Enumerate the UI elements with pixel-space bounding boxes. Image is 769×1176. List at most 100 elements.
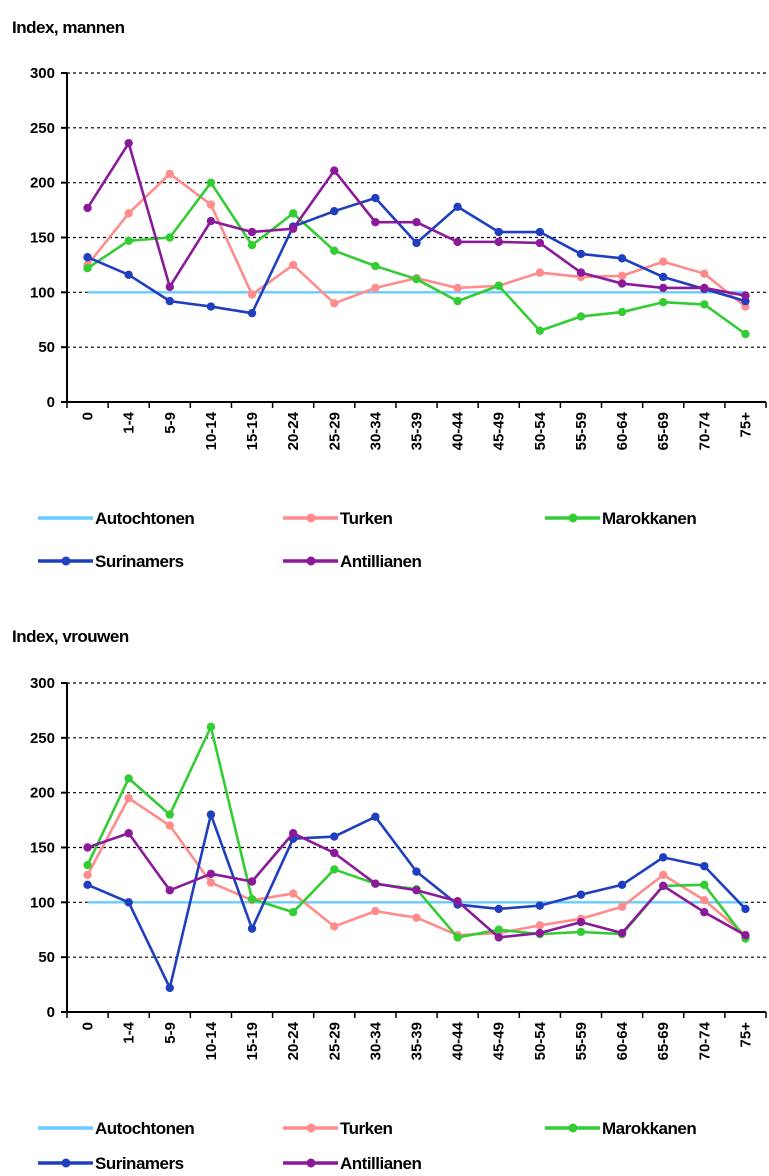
x-tick-label: 0 <box>80 412 97 420</box>
data-point-turken <box>617 271 627 281</box>
chart-title-vrouwen: Index, vrouwen <box>12 627 129 646</box>
y-tick-label: 150 <box>30 230 55 247</box>
x-tick-label: 70-74 <box>696 411 713 450</box>
data-point-marokkanen <box>700 300 709 309</box>
legend-label: Surinamers <box>95 1154 184 1173</box>
x-tick-label: 5-9 <box>162 412 179 434</box>
data-point-antillianen <box>535 238 545 248</box>
x-tick-label: 50-54 <box>532 411 549 450</box>
data-point-marokkanen <box>247 240 257 250</box>
y-tick-label: 150 <box>30 840 55 857</box>
legend-item-autochtonen: Autochtonen <box>38 509 195 528</box>
data-point-marokkanen <box>83 264 92 273</box>
data-point-turken <box>165 821 174 830</box>
legend-item-antillianen: Antillianen <box>283 1154 422 1173</box>
legend-marker <box>306 513 316 523</box>
x-tick-label: 30-34 <box>367 411 384 450</box>
data-point-marokkanen <box>412 274 421 284</box>
legend-item-surinamers: Surinamers <box>38 1154 184 1173</box>
data-point-antillianen <box>412 886 421 895</box>
legend-marker <box>306 1123 316 1133</box>
data-point-surinamers <box>576 890 586 899</box>
data-point-antillianen <box>453 897 462 906</box>
data-point-marokkanen <box>83 860 92 870</box>
data-point-turken <box>700 895 709 905</box>
data-point-marokkanen <box>288 209 298 218</box>
data-point-marokkanen <box>659 298 668 307</box>
legend-label: Marokkanen <box>602 1119 696 1138</box>
x-tick-label: 70-74 <box>696 1021 713 1060</box>
data-point-turken <box>535 268 545 277</box>
x-tick-label: 25-29 <box>326 412 343 450</box>
data-point-antillianen <box>83 843 92 852</box>
data-point-antillianen <box>576 917 586 927</box>
data-point-turken <box>83 870 92 880</box>
data-point-turken <box>288 889 298 898</box>
data-point-antillianen <box>412 217 421 227</box>
data-point-surinamers <box>659 853 668 862</box>
data-point-antillianen <box>453 237 462 247</box>
legend-label: Antillianen <box>340 1154 422 1173</box>
x-tick-label: 15-19 <box>244 412 261 450</box>
data-point-surinamers <box>412 238 421 248</box>
x-tick-label: 35-39 <box>409 1022 426 1060</box>
data-point-turken <box>617 902 627 911</box>
data-point-turken <box>206 878 216 887</box>
legend-marker <box>306 556 316 566</box>
data-point-antillianen <box>206 216 216 226</box>
data-point-antillianen <box>247 877 257 886</box>
data-point-antillianen <box>700 283 709 293</box>
legend-marker <box>61 1158 71 1168</box>
data-point-surinamers <box>247 924 257 933</box>
data-point-turken <box>330 299 339 308</box>
legend-item-surinamers: Surinamers <box>38 552 184 571</box>
data-point-turken <box>124 209 133 218</box>
data-point-turken <box>659 257 668 266</box>
x-tick-label: 75+ <box>737 1022 754 1048</box>
y-tick-label: 250 <box>30 730 55 747</box>
x-tick-label: 50-54 <box>532 1021 549 1060</box>
legend-item-autochtonen: Autochtonen <box>38 1119 195 1138</box>
data-point-turken <box>700 269 709 278</box>
x-tick-label: 30-34 <box>367 1021 384 1060</box>
legend-label: Surinamers <box>95 552 184 571</box>
data-point-turken <box>453 283 462 293</box>
data-point-antillianen <box>741 931 750 940</box>
data-point-surinamers <box>453 202 462 211</box>
data-point-surinamers <box>247 308 257 318</box>
x-tick-label: 1-4 <box>121 411 138 433</box>
y-tick-label: 0 <box>47 1004 55 1021</box>
data-point-turken <box>288 260 298 270</box>
legend-label: Autochtonen <box>95 509 194 528</box>
data-point-surinamers <box>741 904 750 914</box>
x-tick-label: 20-24 <box>285 1021 302 1060</box>
data-point-antillianen <box>206 869 216 879</box>
x-tick-label: 10-14 <box>203 411 220 450</box>
data-point-antillianen <box>494 237 503 247</box>
data-point-antillianen <box>330 166 339 175</box>
data-point-surinamers <box>659 272 668 282</box>
legend-label: Autochtonen <box>95 1119 194 1138</box>
legend-marker <box>61 556 71 566</box>
data-point-turken <box>371 906 380 916</box>
data-point-turken <box>124 793 133 803</box>
data-point-antillianen <box>83 203 92 213</box>
data-point-marokkanen <box>535 326 545 335</box>
legend-label: Turken <box>340 509 393 528</box>
legend-label: Antillianen <box>340 552 422 571</box>
data-point-antillianen <box>124 138 133 148</box>
data-point-marokkanen <box>494 925 503 934</box>
x-tick-label: 45-49 <box>491 1022 508 1060</box>
x-tick-label: 20-24 <box>285 411 302 450</box>
legend-marker <box>568 1123 578 1133</box>
data-point-marokkanen <box>247 894 257 904</box>
x-tick-label: 45-49 <box>491 412 508 450</box>
data-point-surinamers <box>494 227 503 237</box>
data-point-antillianen <box>371 879 380 888</box>
data-point-marokkanen <box>700 880 709 889</box>
data-point-marokkanen <box>288 908 298 917</box>
y-tick-label: 300 <box>30 675 55 692</box>
data-point-marokkanen <box>165 810 174 819</box>
data-point-surinamers <box>700 861 709 871</box>
data-point-marokkanen <box>206 722 216 732</box>
